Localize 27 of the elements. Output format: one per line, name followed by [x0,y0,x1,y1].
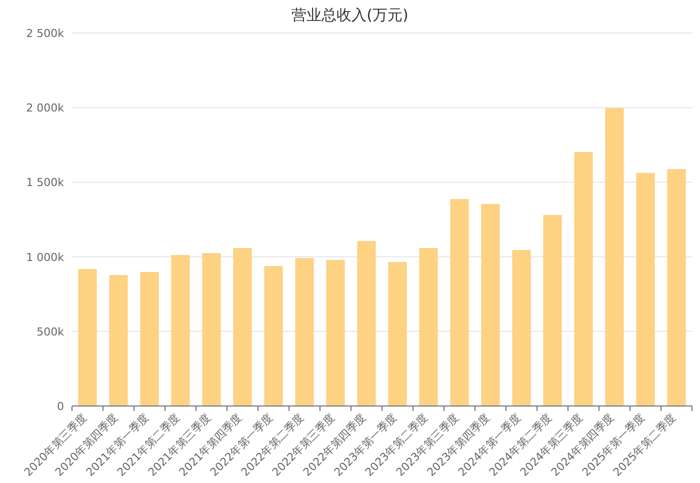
bar [481,204,500,406]
y-tick-label: 1 000k [26,250,65,264]
y-tick-label: 2 500k [26,27,65,40]
chart-title: 营业总收入(万元) [292,6,408,24]
bar [202,253,221,406]
bar [264,266,283,406]
bar [140,272,159,406]
bar [450,199,469,406]
bar [512,250,531,406]
bar [109,275,128,406]
bar [357,240,376,406]
bar [388,262,407,406]
bar [233,248,252,406]
bar [419,248,438,406]
y-tick-label: 0 [57,400,64,413]
y-tick-label: 1 500k [26,176,65,190]
bar [171,255,190,406]
bar [326,260,345,406]
y-tick-label: 500k [36,325,65,338]
bar [295,258,314,406]
bar [636,172,655,406]
bar [605,108,624,406]
y-tick-label: 2 000k [26,102,65,115]
bar [667,169,686,406]
bar [574,152,593,406]
bar [543,215,562,406]
bar [78,269,97,406]
